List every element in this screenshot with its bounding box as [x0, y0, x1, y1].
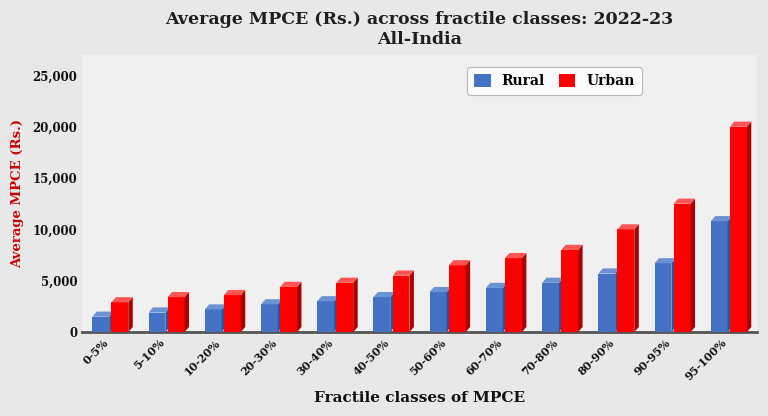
Polygon shape [746, 121, 751, 332]
Polygon shape [111, 297, 133, 302]
Polygon shape [429, 287, 451, 292]
Polygon shape [561, 250, 578, 332]
Polygon shape [542, 277, 564, 283]
Polygon shape [390, 292, 395, 332]
Polygon shape [261, 299, 283, 305]
Polygon shape [617, 229, 634, 332]
Polygon shape [334, 296, 339, 332]
Polygon shape [336, 277, 358, 283]
Polygon shape [505, 253, 526, 258]
Polygon shape [615, 268, 620, 332]
Polygon shape [598, 268, 620, 274]
Polygon shape [336, 283, 353, 332]
Polygon shape [297, 282, 302, 332]
Polygon shape [223, 290, 245, 295]
Polygon shape [392, 276, 409, 332]
Polygon shape [522, 253, 526, 332]
Polygon shape [373, 292, 395, 297]
Polygon shape [165, 307, 170, 332]
Polygon shape [730, 121, 751, 127]
Polygon shape [710, 216, 732, 221]
Polygon shape [184, 292, 189, 332]
Polygon shape [503, 283, 507, 332]
Polygon shape [128, 297, 133, 332]
Polygon shape [486, 283, 507, 288]
Polygon shape [92, 312, 114, 317]
Polygon shape [92, 317, 109, 332]
Polygon shape [317, 296, 339, 301]
Polygon shape [598, 274, 615, 332]
Polygon shape [240, 290, 245, 332]
Polygon shape [317, 301, 334, 332]
Polygon shape [111, 302, 128, 332]
Polygon shape [167, 292, 189, 297]
Polygon shape [205, 305, 226, 310]
Polygon shape [449, 260, 470, 265]
Polygon shape [392, 270, 414, 276]
Y-axis label: Average MPCE (Rs.): Average MPCE (Rs.) [11, 119, 24, 268]
Polygon shape [710, 221, 727, 332]
Polygon shape [446, 287, 451, 332]
Polygon shape [505, 258, 522, 332]
Polygon shape [449, 265, 465, 332]
Polygon shape [465, 260, 470, 332]
Polygon shape [222, 305, 226, 332]
Polygon shape [280, 287, 297, 332]
Polygon shape [542, 283, 559, 332]
Polygon shape [205, 310, 222, 332]
Polygon shape [727, 216, 732, 332]
Polygon shape [634, 224, 639, 332]
Polygon shape [617, 224, 639, 229]
Polygon shape [278, 299, 283, 332]
Polygon shape [674, 204, 690, 332]
Polygon shape [674, 198, 695, 204]
Polygon shape [109, 312, 114, 332]
Polygon shape [353, 277, 358, 332]
Polygon shape [578, 245, 583, 332]
Polygon shape [671, 258, 676, 332]
Polygon shape [409, 270, 414, 332]
Polygon shape [148, 307, 170, 312]
Legend: Rural, Urban: Rural, Urban [467, 67, 642, 95]
Polygon shape [148, 312, 165, 332]
X-axis label: Fractile classes of MPCE: Fractile classes of MPCE [314, 391, 525, 405]
Polygon shape [730, 127, 746, 332]
Polygon shape [654, 263, 671, 332]
Polygon shape [373, 297, 390, 332]
Polygon shape [82, 331, 768, 337]
Polygon shape [261, 305, 278, 332]
Polygon shape [690, 198, 695, 332]
Polygon shape [486, 288, 503, 332]
Polygon shape [223, 295, 240, 332]
Polygon shape [167, 297, 184, 332]
Polygon shape [561, 245, 583, 250]
Polygon shape [559, 277, 564, 332]
Polygon shape [429, 292, 446, 332]
Title: Average MPCE (Rs.) across fractile classes: 2022-23
All-India: Average MPCE (Rs.) across fractile class… [165, 11, 674, 48]
Polygon shape [654, 258, 676, 263]
Polygon shape [280, 282, 302, 287]
